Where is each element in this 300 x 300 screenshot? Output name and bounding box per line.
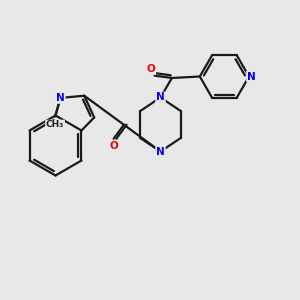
- Text: N: N: [56, 93, 65, 103]
- Text: O: O: [146, 64, 155, 74]
- Text: CH₃: CH₃: [46, 120, 64, 129]
- Text: O: O: [109, 141, 118, 151]
- Text: N: N: [247, 71, 256, 82]
- Text: N: N: [156, 146, 165, 157]
- Text: N: N: [156, 92, 165, 103]
